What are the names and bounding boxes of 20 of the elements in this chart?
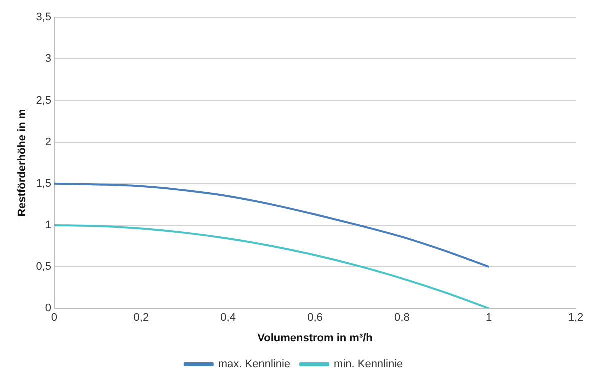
y-tick-label: 0 — [45, 302, 52, 315]
x-tick-label: 1,2 — [568, 312, 584, 324]
legend-label: min. Kennlinie — [334, 358, 404, 371]
y-tick-label: 3 — [45, 53, 52, 66]
x-tick-label: 1 — [486, 312, 492, 324]
y-tick-label: 1,5 — [36, 178, 52, 190]
x-axis-title: Volumenstrom in m³/h — [258, 332, 374, 344]
y-tick-label: 2 — [45, 136, 52, 148]
y-tick-label: 1 — [45, 219, 52, 232]
y-tick-label: 2,5 — [36, 94, 52, 107]
y-tick-label: 0,5 — [36, 261, 52, 274]
line-series — [54, 224, 490, 309]
line-series — [54, 182, 490, 268]
x-tick-label: 0,2 — [134, 312, 150, 324]
x-tick-label: 0,6 — [308, 312, 323, 324]
x-tick-label: 0,8 — [394, 312, 410, 324]
y-axis-title: Restförderhöhe in m — [16, 109, 29, 217]
y-tick-label: 3,5 — [36, 12, 52, 24]
legend-label: max. Kennlinie — [218, 358, 291, 371]
x-tick-label: 0,4 — [220, 312, 236, 324]
